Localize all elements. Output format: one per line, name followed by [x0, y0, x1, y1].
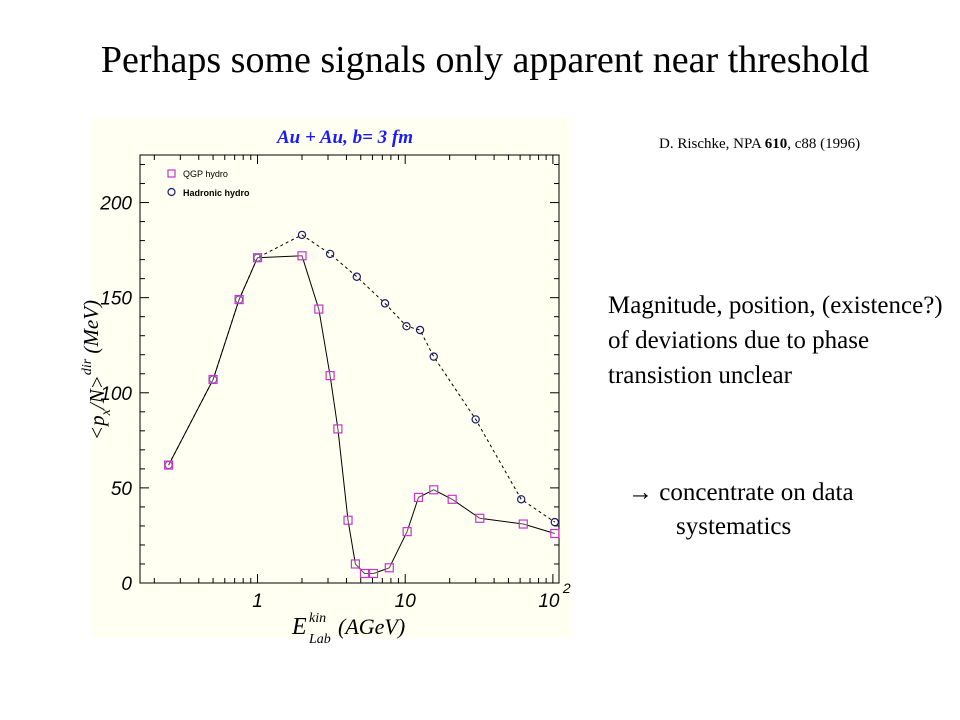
- qgp-point: [164, 460, 174, 470]
- chart-title: Au + Au, b= 3 fm: [276, 127, 413, 148]
- qgp-point: [475, 513, 485, 523]
- hadronic-point: [297, 230, 307, 240]
- hadronic-point: [325, 249, 335, 259]
- series-line-square: [168, 255, 555, 574]
- y-tick-label: 150: [100, 289, 132, 310]
- y-axis-label-text: <px/N>dir (MeV): [79, 300, 114, 440]
- x-label-main: E: [291, 614, 307, 640]
- x-tick-label: 1: [252, 591, 263, 612]
- y-tick-label: 100: [100, 384, 132, 405]
- bullet-line-1: concentrate on data: [659, 479, 854, 506]
- qgp-point: [429, 485, 439, 495]
- series-lines: [168, 234, 556, 574]
- x-tick-label: 10: [395, 591, 417, 612]
- hadronic-point: [550, 517, 559, 527]
- y-tick-label: 0: [121, 574, 132, 595]
- x-label-unit: (AGeV): [338, 614, 405, 639]
- qgp-point: [314, 304, 324, 314]
- body-text: Magnitude, position, (existence?) of dev…: [608, 292, 943, 389]
- y-label-part: <p: [85, 415, 109, 440]
- legend-label-hadronic: Hadronic hydro: [183, 188, 250, 198]
- y-tick-labels: 0 50 100 150 200: [99, 194, 132, 595]
- chart-panel: [92, 118, 572, 638]
- y-label-part: dir: [80, 358, 95, 375]
- citation-volume: 610: [764, 136, 788, 152]
- series-markers: [164, 230, 560, 579]
- qgp-point: [384, 563, 394, 573]
- qgp-point: [343, 515, 353, 525]
- qgp-point: [208, 374, 218, 385]
- legend: QGP hydro Hadronic hydro: [167, 169, 250, 198]
- qgp-point: [550, 528, 560, 539]
- bullet-line-2: systematics: [676, 513, 792, 540]
- qgp-point: [447, 494, 457, 504]
- qgp-point: [402, 527, 412, 537]
- hadronic-point: [471, 415, 480, 424]
- y-axis-label: <px/N>dir (MeV): [79, 300, 114, 440]
- citation-prefix: D. Rischke, NPA: [659, 136, 765, 152]
- qgp-point: [350, 559, 361, 569]
- slide-title: Perhaps some signals only apparent near …: [100, 39, 870, 81]
- qgp-point: [518, 519, 528, 529]
- qgp-point: [325, 371, 335, 381]
- arrow-icon: →: [628, 479, 653, 506]
- bullet-point: → concentrate on data systematics: [628, 476, 948, 544]
- x-tick-labels: 1 10 102: [252, 580, 571, 612]
- qgp-point: [234, 294, 244, 305]
- hadronic-point: [380, 299, 390, 308]
- y-tick-label: 200: [99, 194, 132, 215]
- plot-frame: [139, 154, 560, 584]
- citation-suffix: , c88 (1996): [787, 136, 861, 152]
- x-label-sub: Lab: [308, 632, 331, 647]
- hadronic-point: [516, 495, 526, 504]
- qgp-point: [333, 424, 343, 434]
- qgp-point: [359, 568, 370, 579]
- hadronic-point: [415, 325, 425, 335]
- citation: D. Rischke, NPA 610, c88 (1996): [659, 136, 860, 153]
- qgp-point: [252, 253, 263, 263]
- hadronic-point: [429, 352, 438, 361]
- hadronic-point: [352, 272, 361, 281]
- qgp-point: [297, 251, 307, 261]
- x-tick-exponent: 2: [562, 580, 571, 596]
- legend-label-qgp: QGP hydro: [183, 169, 228, 179]
- series-line-circle: [168, 234, 556, 523]
- hadronic-point: [402, 322, 411, 331]
- y-tick-label: 50: [111, 479, 133, 500]
- x-label-sup: kin: [309, 611, 326, 626]
- qgp-point: [368, 568, 379, 579]
- axis-ticks: [140, 155, 559, 584]
- legend-square-marker: [167, 169, 176, 178]
- y-label-part: x: [99, 408, 114, 416]
- x-tick-label: 10: [538, 591, 560, 612]
- y-label-part: (MeV): [79, 300, 103, 359]
- y-label-part: /N>: [85, 375, 109, 410]
- qgp-point: [413, 492, 424, 502]
- legend-circle-marker: [167, 187, 176, 197]
